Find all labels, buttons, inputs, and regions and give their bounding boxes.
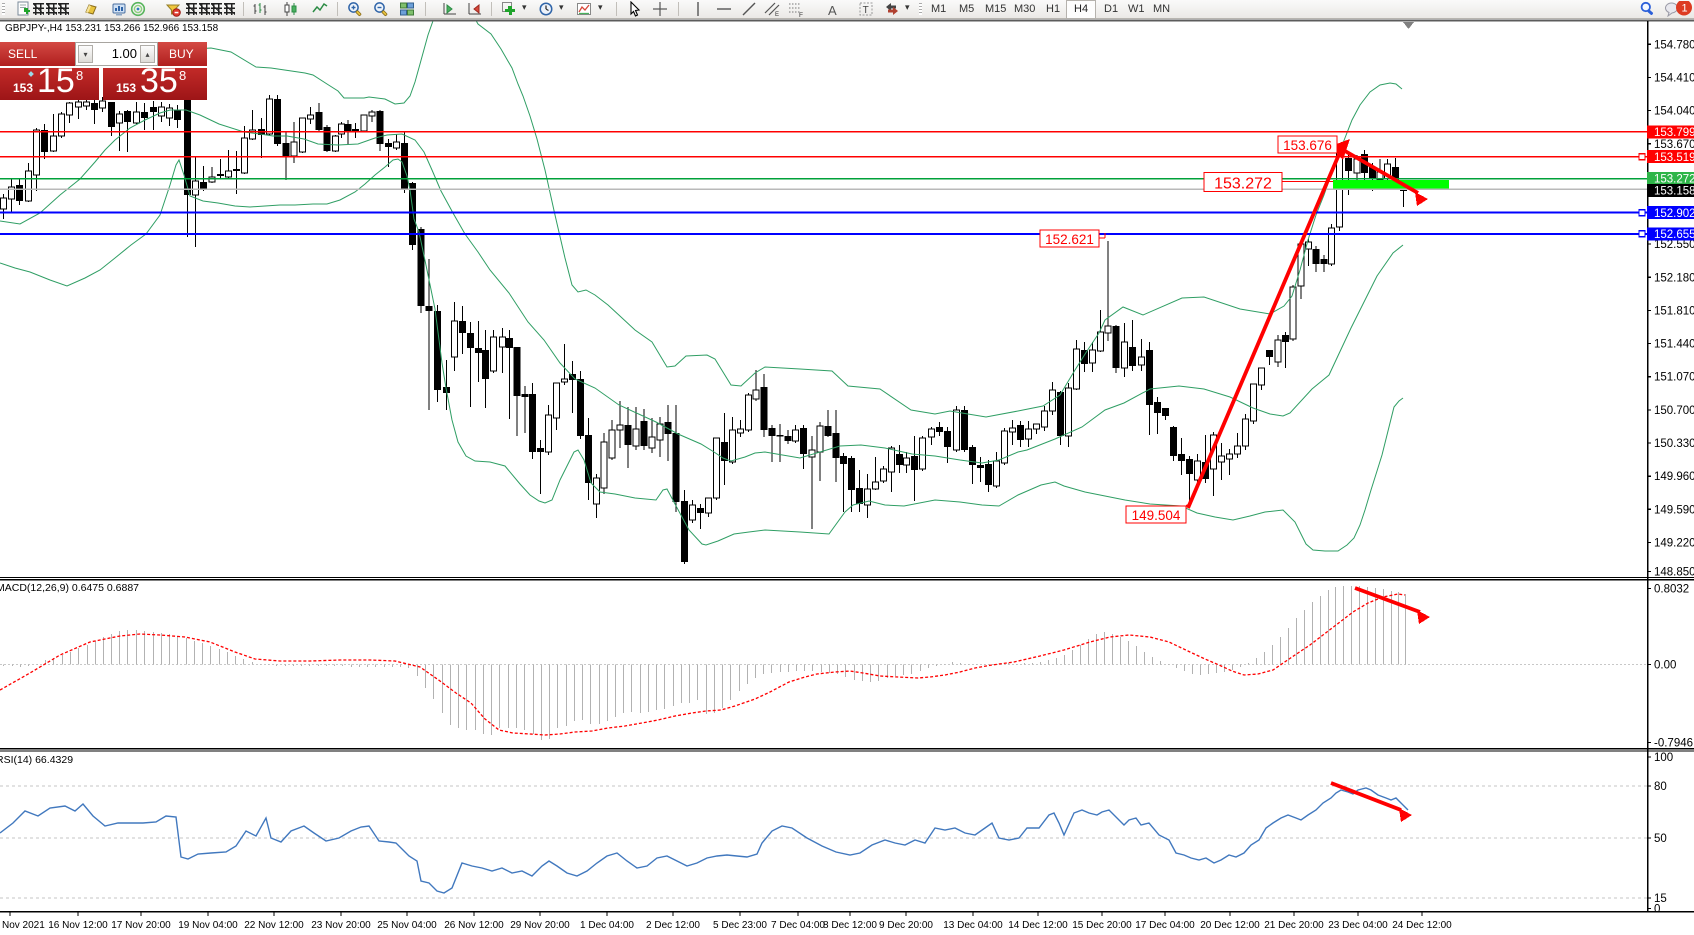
svg-text:20 Dec 12:00: 20 Dec 12:00 [1200,920,1260,931]
svg-text:MACD(12,26,9) 0.6475 0.6887: MACD(12,26,9) 0.6475 0.6887 [0,582,139,594]
svg-text:151.810: 151.810 [1654,305,1694,317]
svg-text:152.655: 152.655 [1654,229,1694,241]
svg-text:153.676: 153.676 [1283,138,1332,153]
svg-text:E: E [775,12,779,17]
svg-text:151.440: 151.440 [1654,339,1694,351]
svg-text:26 Nov 12:00: 26 Nov 12:00 [444,920,504,931]
svg-text:150.700: 150.700 [1654,405,1694,417]
svg-text:19 Nov 04:00: 19 Nov 04:00 [178,920,238,931]
svg-text:2 Dec 12:00: 2 Dec 12:00 [646,920,700,931]
svg-text:25 Nov 04:00: 25 Nov 04:00 [377,920,437,931]
svg-text:T: T [863,5,869,16]
svg-text:149.504: 149.504 [1132,508,1181,523]
svg-text:23 Dec 04:00: 23 Dec 04:00 [1328,920,1388,931]
svg-text:17 Dec 04:00: 17 Dec 04:00 [1135,920,1195,931]
svg-text:152.550: 152.550 [1654,239,1694,251]
svg-text:153.670: 153.670 [1654,139,1694,151]
svg-text:21 Dec 20:00: 21 Dec 20:00 [1264,920,1324,931]
svg-text:149.590: 149.590 [1654,504,1694,516]
svg-text:23 Nov 20:00: 23 Nov 20:00 [311,920,371,931]
svg-text:15: 15 [1654,893,1667,905]
svg-text:RSI(14) 66.4329: RSI(14) 66.4329 [0,754,73,766]
svg-text:153.272: 153.272 [1214,175,1272,192]
svg-text:154.040: 154.040 [1654,106,1694,118]
svg-text:152.621: 152.621 [1045,232,1094,247]
svg-text:17 Nov 20:00: 17 Nov 20:00 [111,920,171,931]
svg-text:0: 0 [1654,904,1660,916]
svg-text:100: 100 [1654,752,1673,764]
svg-text:Nov 2021: Nov 2021 [2,920,45,931]
svg-text:153.799: 153.799 [1654,127,1694,139]
svg-text:150.330: 150.330 [1654,438,1694,450]
svg-text:0.8032: 0.8032 [1654,584,1689,596]
svg-text:153.158: 153.158 [1654,186,1694,198]
svg-text:149.220: 149.220 [1654,538,1694,550]
svg-text:152.902: 152.902 [1654,208,1694,220]
svg-text:16 Nov 12:00: 16 Nov 12:00 [48,920,108,931]
svg-text:GBPJPY-,H4 153.231 153.266 15: GBPJPY-,H4 153.231 153.266 152.966 153.1… [5,23,219,34]
svg-text:154.780: 154.780 [1654,39,1694,51]
svg-text:13 Dec 04:00: 13 Dec 04:00 [943,920,1003,931]
svg-text:0.00: 0.00 [1654,660,1676,672]
svg-text:50: 50 [1654,833,1667,845]
svg-text:14 Dec 12:00: 14 Dec 12:00 [1008,920,1068,931]
svg-text:8 Dec 12:00: 8 Dec 12:00 [823,920,877,931]
svg-text:1: 1 [1682,3,1688,15]
svg-text:80: 80 [1654,781,1667,793]
svg-text:5 Dec 23:00: 5 Dec 23:00 [713,920,767,931]
svg-text:152.180: 152.180 [1654,272,1694,284]
svg-text:153.272: 153.272 [1654,174,1694,186]
svg-text:15 Dec 20:00: 15 Dec 20:00 [1072,920,1132,931]
svg-text:24 Dec 12:00: 24 Dec 12:00 [1392,920,1452,931]
svg-text:F: F [799,12,803,17]
svg-text:9 Dec 20:00: 9 Dec 20:00 [879,920,933,931]
svg-text:153.519: 153.519 [1654,152,1694,164]
svg-text:7 Dec 04:00: 7 Dec 04:00 [771,920,825,931]
svg-text:22 Nov 12:00: 22 Nov 12:00 [244,920,304,931]
svg-text:29 Nov 20:00: 29 Nov 20:00 [510,920,570,931]
svg-text:-0.7946: -0.7946 [1654,738,1693,750]
svg-text:151.070: 151.070 [1654,372,1694,384]
svg-text:1 Dec 04:00: 1 Dec 04:00 [580,920,634,931]
svg-text:154.410: 154.410 [1654,73,1694,85]
svg-text:148.850: 148.850 [1654,567,1694,579]
svg-text:149.960: 149.960 [1654,471,1694,483]
